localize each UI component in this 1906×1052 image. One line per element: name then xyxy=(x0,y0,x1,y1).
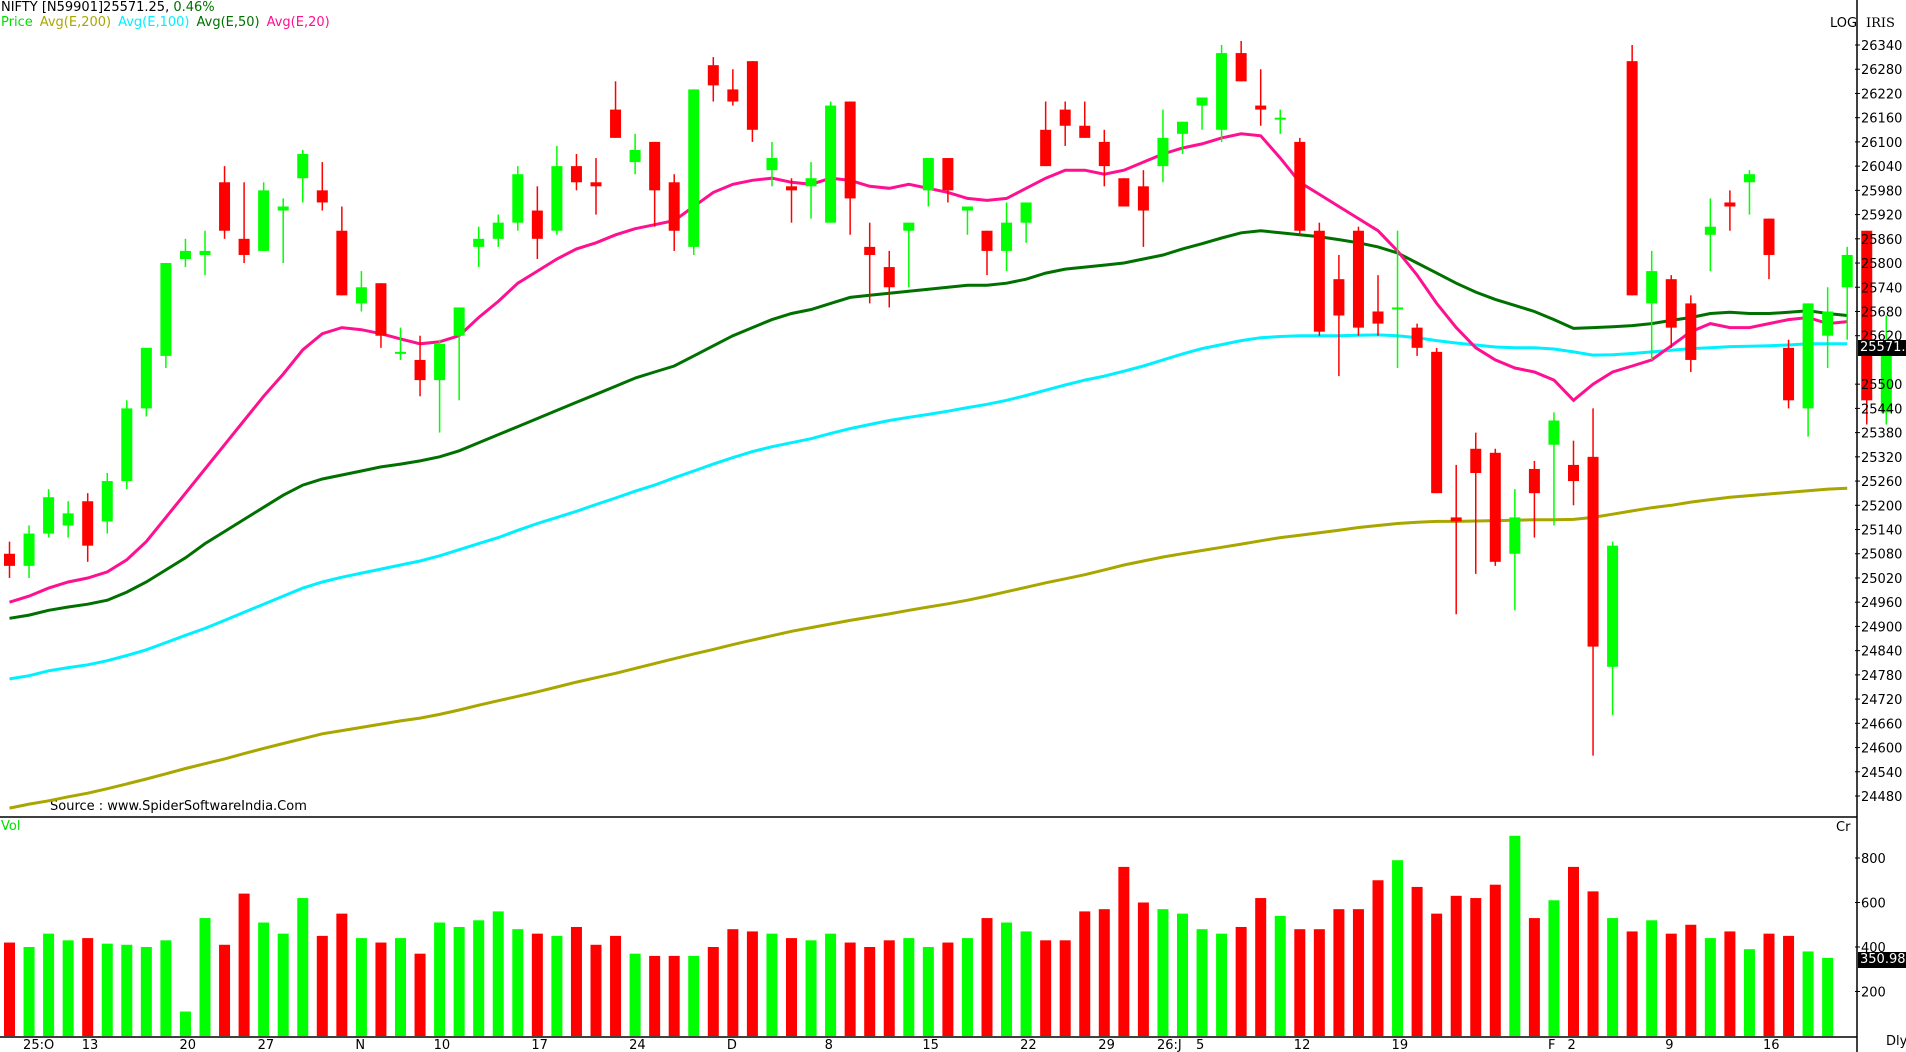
svg-text:D: D xyxy=(727,1038,737,1052)
change-percent: 0.46% xyxy=(173,0,215,15)
svg-text:26040: 26040 xyxy=(1861,160,1902,175)
volume-unit-label: Cr xyxy=(1836,820,1851,835)
svg-text:25740: 25740 xyxy=(1861,281,1902,296)
svg-text:24: 24 xyxy=(629,1038,646,1052)
legend-item[interactable]: Avg(E,50) xyxy=(196,15,260,30)
svg-text:25140: 25140 xyxy=(1861,524,1902,539)
ema100-line xyxy=(9,333,1848,681)
ema200-line xyxy=(9,486,1848,810)
svg-text:9: 9 xyxy=(1665,1038,1673,1052)
svg-text:24600: 24600 xyxy=(1861,742,1902,757)
svg-text:12: 12 xyxy=(1294,1038,1311,1052)
svg-text:25380: 25380 xyxy=(1861,427,1902,442)
legend-item[interactable]: Avg(E,100) xyxy=(118,15,190,30)
period-label[interactable]: Dly xyxy=(1886,1034,1906,1049)
last-price: 25571.25, xyxy=(103,0,170,15)
iris-label[interactable]: IRIS xyxy=(1866,16,1895,31)
indicator-legend: Price Avg(E,200) Avg(E,100) Avg(E,50) Avg(E,… xyxy=(1,15,337,31)
svg-text:26160: 26160 xyxy=(1861,112,1902,127)
svg-text:800: 800 xyxy=(1861,852,1886,867)
svg-text:20: 20 xyxy=(179,1038,196,1052)
svg-text:25920: 25920 xyxy=(1861,209,1902,224)
svg-text:26:J: 26:J xyxy=(1157,1038,1182,1052)
svg-text:600: 600 xyxy=(1861,897,1886,912)
svg-text:25:O: 25:O xyxy=(23,1038,54,1052)
price-marker: 25571.2 xyxy=(1858,340,1906,356)
svg-text:24960: 24960 xyxy=(1861,596,1902,611)
svg-text:25020: 25020 xyxy=(1861,572,1902,587)
svg-text:25980: 25980 xyxy=(1861,184,1902,199)
svg-text:25260: 25260 xyxy=(1861,475,1902,490)
svg-text:17: 17 xyxy=(531,1038,548,1052)
svg-text:F: F xyxy=(1548,1038,1555,1052)
volume-bars xyxy=(4,835,1834,1036)
svg-text:200: 200 xyxy=(1861,986,1886,1001)
legend-item[interactable]: Avg(E,20) xyxy=(266,15,330,30)
svg-text:29: 29 xyxy=(1098,1038,1115,1052)
svg-text:24840: 24840 xyxy=(1861,645,1902,660)
svg-text:24540: 24540 xyxy=(1861,766,1902,781)
axis-labels: 2634026280262202616026100260402598025920… xyxy=(23,39,1902,1052)
symbol-label: NIFTY [N59901] xyxy=(1,0,104,15)
svg-text:25500: 25500 xyxy=(1861,378,1902,393)
svg-text:24900: 24900 xyxy=(1861,620,1902,635)
svg-text:26340: 26340 xyxy=(1861,39,1902,54)
svg-text:N: N xyxy=(355,1038,365,1052)
svg-text:15: 15 xyxy=(922,1038,939,1052)
svg-text:25800: 25800 xyxy=(1861,257,1902,272)
svg-text:2: 2 xyxy=(1568,1038,1576,1052)
svg-text:26280: 26280 xyxy=(1861,63,1902,78)
svg-text:19: 19 xyxy=(1392,1038,1409,1052)
svg-text:25080: 25080 xyxy=(1861,548,1902,563)
svg-text:25440: 25440 xyxy=(1861,402,1902,417)
ema50-line xyxy=(9,229,1848,620)
svg-text:25680: 25680 xyxy=(1861,305,1902,320)
svg-text:27: 27 xyxy=(258,1038,275,1052)
svg-text:13: 13 xyxy=(82,1038,99,1052)
candlesticks xyxy=(4,40,1892,756)
svg-text:10: 10 xyxy=(434,1038,451,1052)
source-watermark: Source : www.SpiderSoftwareIndia.Com xyxy=(50,799,307,814)
svg-text:8: 8 xyxy=(825,1038,833,1052)
svg-text:24720: 24720 xyxy=(1861,693,1902,708)
svg-text:25200: 25200 xyxy=(1861,499,1902,514)
log-scale-toggle[interactable]: LOG xyxy=(1830,16,1858,31)
volume-marker: 350.98 xyxy=(1858,952,1906,968)
svg-text:16: 16 xyxy=(1763,1038,1780,1052)
svg-text:26220: 26220 xyxy=(1861,87,1902,102)
svg-text:24480: 24480 xyxy=(1861,790,1902,805)
svg-text:24780: 24780 xyxy=(1861,669,1902,684)
axes xyxy=(0,0,1858,1052)
svg-text:24660: 24660 xyxy=(1861,717,1902,732)
svg-text:25860: 25860 xyxy=(1861,233,1902,248)
legend-item[interactable]: Price xyxy=(1,15,33,30)
svg-text:22: 22 xyxy=(1020,1038,1037,1052)
svg-text:26100: 26100 xyxy=(1861,136,1902,151)
svg-text:5: 5 xyxy=(1196,1038,1204,1052)
legend-item[interactable]: Avg(E,200) xyxy=(39,15,112,30)
svg-text:25320: 25320 xyxy=(1861,451,1902,466)
header-line-1: NIFTY [N59901]25571.25, 0.46% xyxy=(1,0,215,16)
volume-label: Vol xyxy=(1,819,21,834)
